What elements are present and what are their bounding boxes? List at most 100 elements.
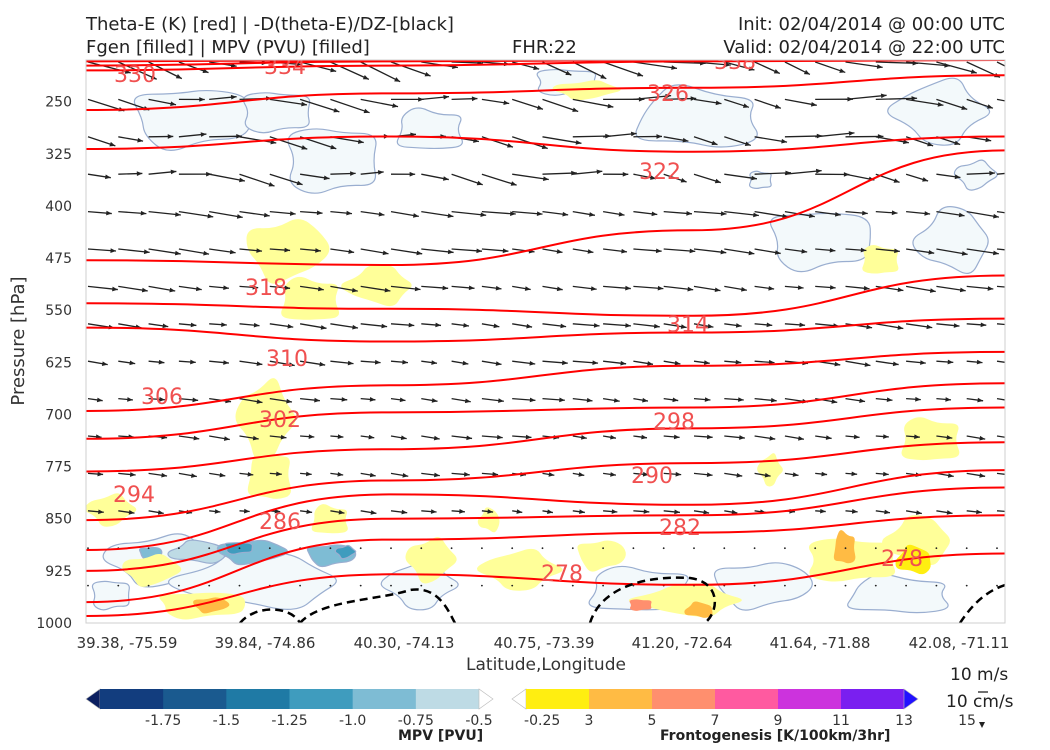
wind-vector-head bbox=[714, 178, 721, 184]
theta-e-contour bbox=[86, 406, 1005, 473]
wind-vector-head bbox=[829, 285, 836, 290]
wind-vector-head bbox=[655, 248, 662, 254]
wind-vector-head bbox=[401, 509, 408, 515]
wind-vector bbox=[481, 547, 483, 550]
wind-vector-head bbox=[928, 250, 935, 255]
y-tick-label: 625 bbox=[45, 355, 72, 371]
wind-vector-head bbox=[252, 435, 259, 441]
wind-vector-head bbox=[493, 323, 500, 329]
wind-vector bbox=[996, 61, 1005, 67]
wind-vector bbox=[541, 547, 544, 550]
wind-vector-head bbox=[317, 286, 324, 292]
mpv-region bbox=[287, 128, 377, 194]
wind-vector bbox=[996, 210, 1005, 214]
mpv-region bbox=[953, 159, 998, 191]
x-tick-label: 40.75, -73.39 bbox=[494, 634, 595, 652]
wind-vector-head bbox=[859, 398, 866, 403]
wind-vector-head bbox=[510, 211, 516, 216]
wind-vector-head bbox=[954, 140, 961, 146]
y-tick-label: 1000 bbox=[36, 616, 72, 632]
wind-vector-head bbox=[820, 508, 826, 514]
theta-e-contour bbox=[86, 149, 1005, 267]
wind-vector-head bbox=[252, 284, 259, 290]
wind-vector-head bbox=[671, 65, 678, 70]
wind-vector bbox=[572, 61, 607, 80]
wind-vector-head bbox=[548, 472, 555, 477]
wind-vector-head bbox=[706, 472, 713, 478]
wind-vector-head bbox=[161, 472, 168, 478]
wind-vector-head bbox=[618, 211, 625, 217]
fgen-region bbox=[757, 453, 783, 487]
wind-vector-head bbox=[829, 247, 836, 253]
theta-e-contour-label: 282 bbox=[659, 516, 701, 541]
x-tick-label: 39.84, -74.86 bbox=[215, 634, 316, 652]
y-tick-label: 850 bbox=[45, 512, 72, 528]
wind-vector bbox=[542, 136, 582, 144]
wind-vector-head bbox=[378, 211, 385, 217]
wind-vector-head bbox=[346, 210, 352, 216]
wind-vector-head bbox=[223, 360, 229, 365]
wind-vector-head bbox=[221, 322, 227, 327]
wind-vector-head bbox=[333, 107, 340, 113]
wind-vector-head bbox=[665, 93, 672, 99]
x-tick-label: 42.08, -71.11 bbox=[909, 634, 1010, 652]
wind-vector-head bbox=[392, 103, 399, 108]
wind-vector-head bbox=[362, 74, 369, 80]
wind-vector-head bbox=[305, 471, 312, 477]
fgen-colorbar-swatch bbox=[511, 688, 527, 710]
wind-vector-head bbox=[256, 248, 263, 253]
wind-vector-head bbox=[742, 103, 749, 108]
mpv-region bbox=[396, 107, 463, 150]
wind-vector bbox=[299, 98, 340, 113]
wind-vector-head bbox=[686, 211, 692, 216]
wind-vector bbox=[481, 584, 483, 587]
wind-vector-head bbox=[140, 210, 147, 216]
theta-e-contour-label: 310 bbox=[266, 347, 308, 372]
wind-vector-head bbox=[214, 509, 221, 514]
wind-vector bbox=[936, 61, 977, 74]
wind-vector-head bbox=[656, 134, 662, 139]
theta-e-contour-label: 322 bbox=[639, 160, 681, 185]
wind-vector-head bbox=[110, 248, 117, 253]
wind-vector-head bbox=[937, 102, 944, 107]
wind-vector-head bbox=[892, 361, 899, 367]
wind-vector bbox=[996, 397, 1005, 401]
wind-vector-head bbox=[301, 101, 307, 107]
wind-vector bbox=[299, 584, 301, 587]
wind-vector bbox=[723, 547, 726, 550]
wind-vector bbox=[451, 210, 487, 216]
wind-vector-head bbox=[381, 323, 388, 329]
wind-vector bbox=[996, 510, 1005, 513]
wind-vector-head bbox=[711, 140, 718, 146]
wind-vector-head bbox=[476, 180, 483, 186]
wind-vector-head bbox=[914, 434, 920, 440]
wind-vector-head bbox=[418, 97, 424, 102]
wind-vector-head bbox=[986, 104, 993, 109]
title-line-2: Fgen [filled] | MPV (PVU) [filled] bbox=[86, 37, 370, 58]
x-tick-label: 41.64, -71.88 bbox=[770, 634, 871, 652]
wind-vector-head bbox=[174, 250, 181, 256]
y-axis-label: Pressure [hPa] bbox=[8, 276, 29, 405]
fgen-strong-region bbox=[833, 530, 856, 564]
wind-vector-head bbox=[98, 509, 104, 515]
wind-vector-head bbox=[739, 435, 745, 440]
wind-vector bbox=[874, 584, 877, 587]
wind-vector-head bbox=[541, 144, 548, 149]
theta-e-contour-label: 326 bbox=[647, 82, 689, 107]
wind-vector-head bbox=[768, 285, 775, 291]
wind-vector-head bbox=[200, 132, 207, 137]
wind-vector-head bbox=[529, 397, 536, 403]
wind-vector-head bbox=[529, 360, 536, 366]
wind-vector-head bbox=[690, 96, 697, 101]
fgen-region bbox=[882, 515, 950, 566]
wind-vector-head bbox=[286, 398, 292, 404]
wind-vector-head bbox=[590, 286, 597, 291]
wind-vector-head bbox=[959, 287, 966, 293]
fgen-colorbar-swatch bbox=[715, 689, 779, 709]
title-line-1: Theta-E (K) [red] | -D(theta-E)/DZ-[blac… bbox=[86, 14, 454, 35]
wind-vector-head bbox=[430, 509, 437, 514]
wind-vector-head bbox=[946, 435, 953, 440]
wind-vector bbox=[147, 584, 150, 587]
wind-vector-head bbox=[979, 435, 986, 441]
wind-vector bbox=[542, 98, 579, 113]
